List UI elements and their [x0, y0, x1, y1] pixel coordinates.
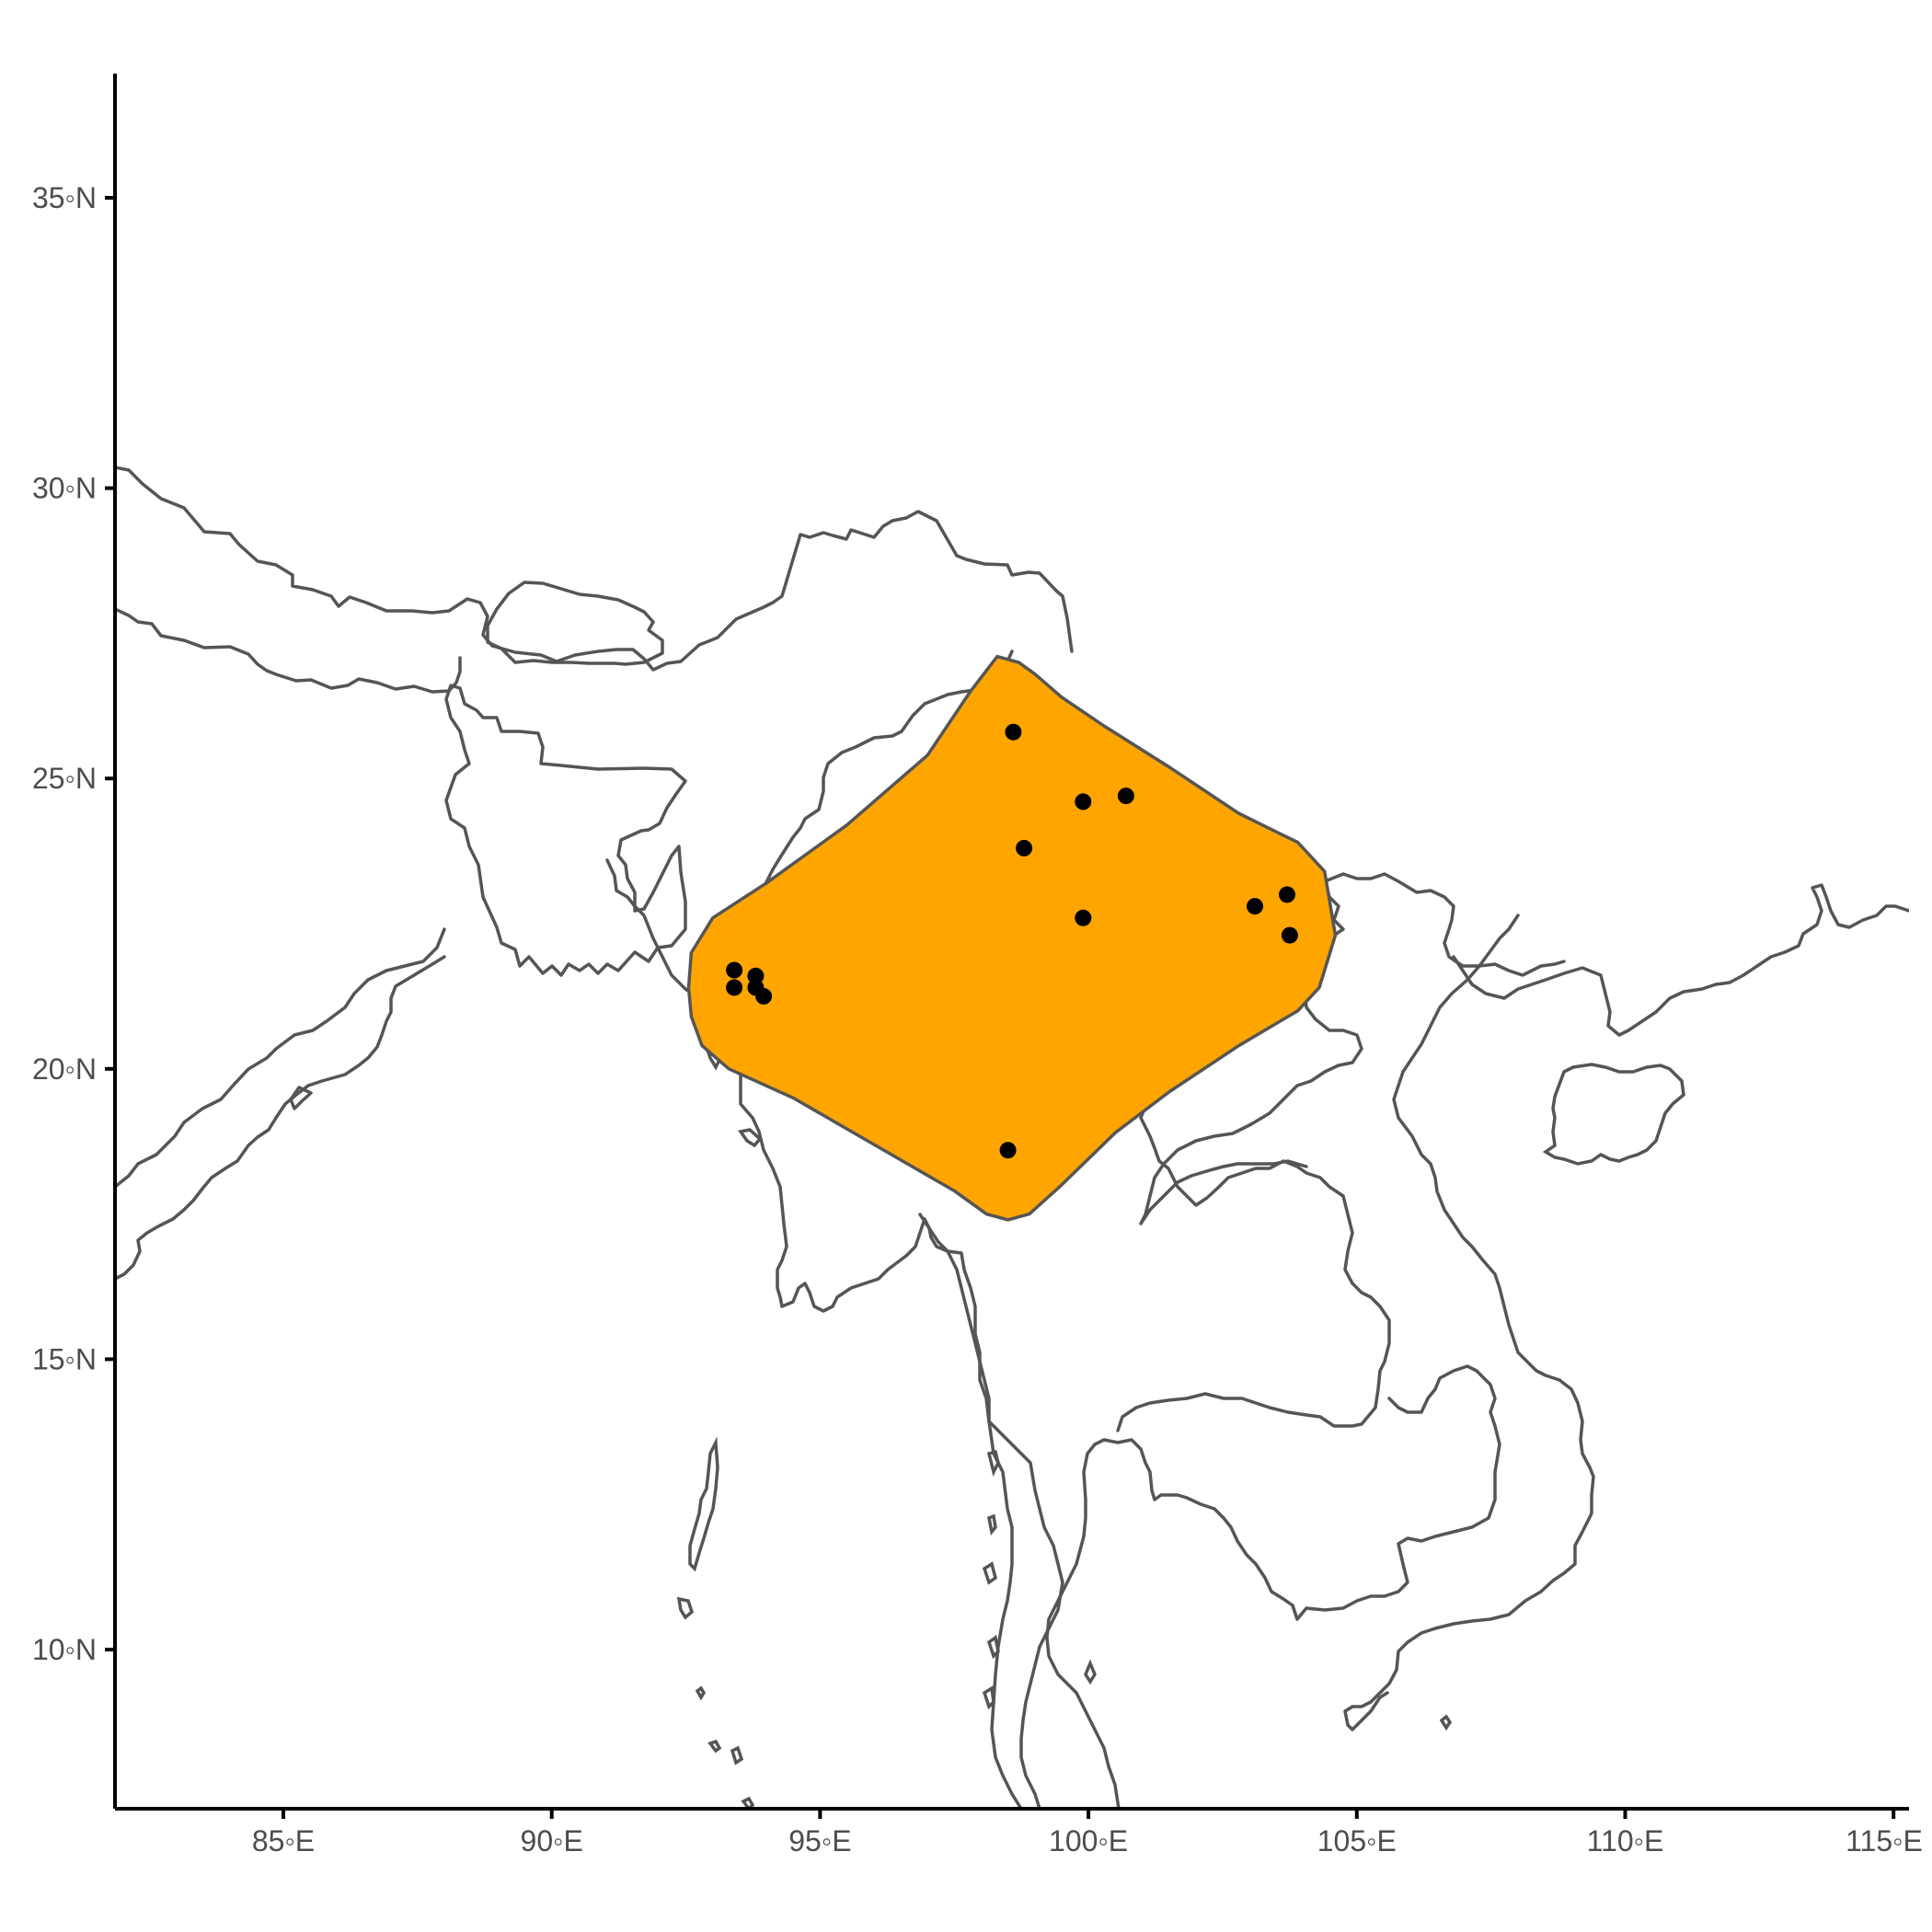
laos-thailand-border: [1116, 1093, 1391, 1432]
india-border: [115, 607, 462, 694]
china-south-coast: [1452, 883, 1909, 1037]
y-tick-label: 10◦N: [32, 1633, 97, 1666]
axes: 85◦E 90◦E 95◦E 100◦E 105◦E 110◦E 115◦E 10◦N 15◦…: [32, 74, 1923, 1857]
y-axis-ticks: 10◦N 15◦N 20◦N 25◦N 30◦N 35◦N: [32, 181, 115, 1666]
occurrence-point: [1075, 909, 1092, 926]
thailand-gulf-coast: [1045, 1438, 1299, 1809]
occurrence-point: [999, 1142, 1017, 1159]
species-range-polygon: [686, 654, 1338, 1222]
occurrence-point: [747, 967, 765, 984]
andaman-islands: [676, 1436, 755, 1809]
occurrence-point: [726, 961, 743, 979]
vietnam-china-border: [1369, 872, 1566, 977]
bangladesh-border: [444, 684, 687, 977]
y-tick-label: 20◦N: [32, 1052, 97, 1086]
x-tick-label: 100◦E: [1049, 1824, 1128, 1857]
india-southeast-coast: [115, 955, 446, 1281]
occurrence-point: [726, 979, 743, 996]
y-tick-label: 25◦N: [32, 762, 97, 795]
thailand-myanmar-border: [918, 1213, 1064, 1809]
occurrence-point: [755, 987, 773, 1005]
cambodia-border: [1291, 1364, 1501, 1621]
x-tick-label: 115◦E: [1846, 1824, 1923, 1857]
country-borders: [115, 466, 1909, 1809]
occurrence-point: [1279, 886, 1295, 903]
occurrence-point: [1016, 839, 1033, 857]
x-tick-label: 85◦E: [252, 1824, 315, 1857]
occurrence-point: [1075, 793, 1092, 811]
occurrence-point: [1117, 788, 1134, 805]
hainan-island: [1542, 1063, 1685, 1166]
x-tick-label: 110◦E: [1587, 1824, 1664, 1857]
tibet-nepal-border: [115, 466, 1074, 672]
occurrence-point: [1247, 898, 1263, 915]
y-tick-label: 15◦N: [32, 1342, 97, 1375]
x-tick-label: 95◦E: [788, 1824, 851, 1857]
vietnam-coast: [1343, 914, 1595, 1731]
bhutan-border: [486, 581, 664, 666]
occurrence-point: [1005, 723, 1022, 741]
india-east-coast: [115, 927, 446, 1189]
x-axis-ticks: 85◦E 90◦E 95◦E 100◦E 105◦E 110◦E 115◦E: [252, 1809, 1923, 1857]
y-tick-label: 30◦N: [32, 472, 97, 505]
occurrence-points: [726, 723, 1298, 1159]
x-tick-label: 105◦E: [1317, 1824, 1397, 1857]
x-tick-label: 90◦E: [521, 1824, 583, 1857]
occurrence-point: [1281, 926, 1298, 944]
y-tick-label: 35◦N: [32, 181, 97, 214]
